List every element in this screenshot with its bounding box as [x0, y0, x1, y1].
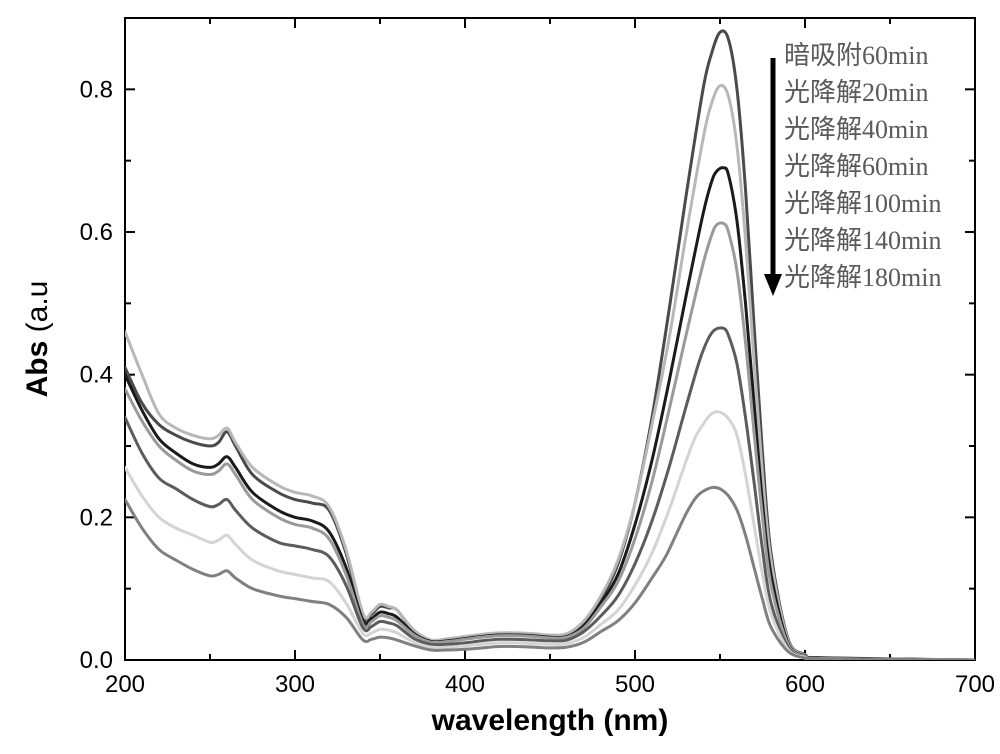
legend-item: 暗吸附60min [784, 41, 928, 70]
svg-text:200: 200 [105, 671, 145, 698]
svg-text:0.8: 0.8 [80, 76, 113, 103]
legend-item: 光降解100min [784, 189, 941, 218]
x-axis-label: wavelength (nm) [431, 704, 669, 737]
svg-text:600: 600 [785, 671, 825, 698]
svg-text:0.6: 0.6 [80, 219, 113, 246]
svg-text:0.0: 0.0 [80, 647, 113, 674]
legend-item: 光降解60min [784, 152, 928, 181]
svg-text:400: 400 [445, 671, 485, 698]
spectrum-chart: 200 300 400 500 600 700 0.0 0.2 0.4 0.6 0.8 wavelen… [0, 0, 1000, 754]
legend-item: 光降解40min [784, 115, 928, 144]
svg-text:500: 500 [615, 671, 655, 698]
svg-text:0.2: 0.2 [80, 504, 113, 531]
legend-item: 光降解180min [784, 263, 941, 292]
y-axis-label: Abs (a.u [21, 281, 54, 398]
svg-text:700: 700 [955, 671, 995, 698]
legend-item: 光降解140min [784, 226, 941, 255]
svg-text:300: 300 [275, 671, 315, 698]
svg-text:0.4: 0.4 [80, 362, 113, 389]
legend-item: 光降解20min [784, 78, 928, 107]
chart-container: 200 300 400 500 600 700 0.0 0.2 0.4 0.6 0.8 wavelen… [0, 0, 1000, 754]
